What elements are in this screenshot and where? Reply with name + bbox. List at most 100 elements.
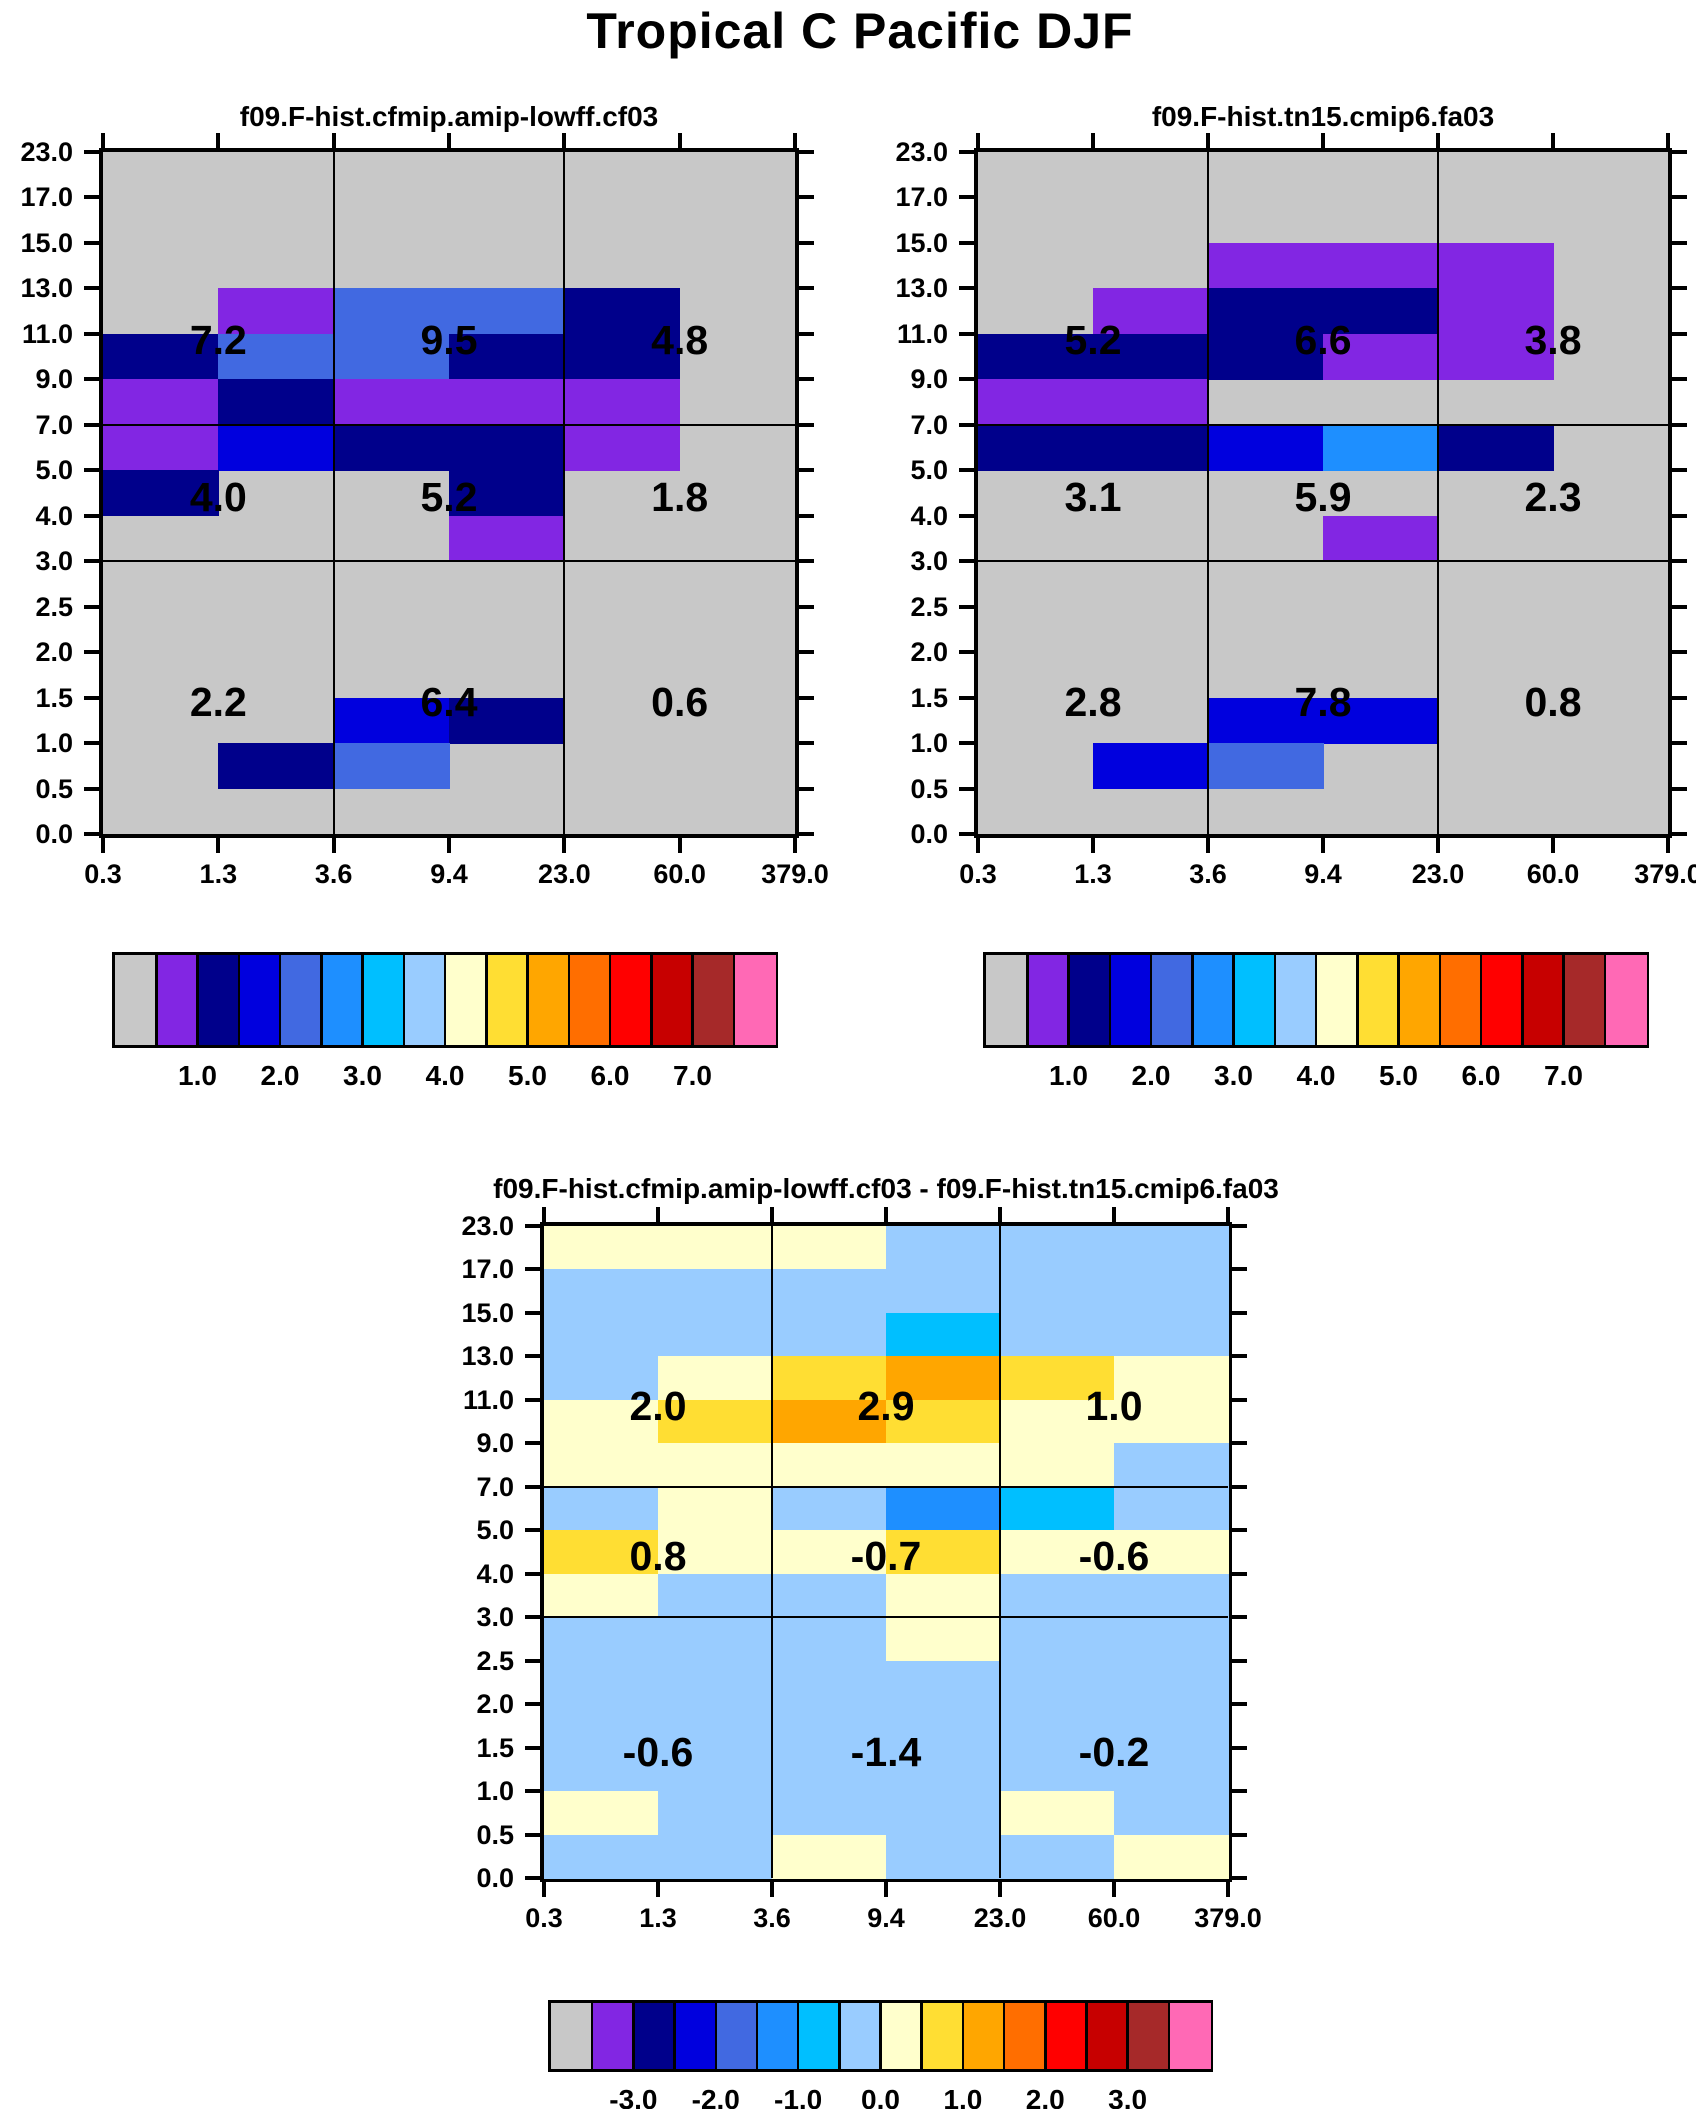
grid-cell [1000,1312,1115,1357]
grid-cell [1000,1573,1115,1618]
x-tick-top [976,133,980,148]
panel-title-left: f09.F-hist.cfmip.amip-lowff.cf03 [239,101,659,132]
grid-cell [564,424,681,471]
y-tick-right [1232,1397,1247,1402]
grid-cell [544,1530,659,1575]
grid-cell [218,379,335,426]
ref-line-horizontal [978,560,1668,563]
y-tick-right [1672,786,1687,791]
grid-cell [103,470,219,517]
x-tick-top [331,133,336,148]
colorbar-tick-label: 6.0 [590,1060,630,1091]
grid-cell [886,1791,1001,1836]
y-tick-left [959,195,974,200]
grid-cell [1000,1269,1115,1314]
grid-cell [1114,1443,1229,1488]
colorbar-tick-label: 1.0 [178,1060,217,1091]
y-tick-left [525,1441,540,1446]
y-tick-right [799,650,814,655]
grid-cell [333,379,450,426]
grid-cell [544,1226,659,1271]
grid-cell [103,379,219,426]
x-tick-bottom [656,1882,660,1897]
grid-cell [1323,697,1439,744]
x-tick-label: 379.0 [761,859,829,889]
colorbar-separator [155,955,158,1045]
y-tick-right [1672,468,1687,473]
colorbar-segment [674,2003,717,2069]
colorbar-segment [1604,955,1647,1045]
ref-line-vertical [1437,152,1439,834]
grid-cell [333,288,450,335]
region-total-label: 7.2 [189,316,247,363]
y-tick-left [84,604,99,609]
y-tick-left [84,650,99,655]
y-tick-label: 11.0 [21,318,73,349]
colorbar-separator [796,2003,800,2069]
x-tick-label: 379.0 [1194,1903,1262,1933]
y-tick-label: 11.0 [896,318,948,349]
colorbar-tick-label: 2.0 [1025,2084,1065,2109]
y-tick-right [1672,513,1687,518]
colorbar-tick-label: 1.0 [1049,1060,1088,1091]
y-tick-right [1232,1528,1247,1533]
colorbar-segment [592,2003,634,2069]
colorbar-separator [650,955,653,1045]
y-tick-left [959,786,974,791]
colorbar-segment [962,2003,1005,2069]
grid-cell [772,1617,887,1662]
grid-cell [1323,242,1439,289]
y-tick-left [959,468,974,473]
grid-cell [772,1226,887,1271]
x-tick-bottom [1206,838,1210,853]
grid-cell [1114,1704,1229,1749]
y-tick-left [525,1876,540,1880]
grid-cell [1438,424,1554,471]
colorbar-segment [633,2003,676,2069]
x-tick-bottom [1666,838,1670,853]
colorbar-separator [196,955,199,1045]
x-tick-top [677,133,682,148]
grid-cell [544,1747,659,1792]
y-tick-left [525,1397,540,1402]
grid-cell [658,1747,773,1792]
ref-line-horizontal [544,1485,1228,1488]
y-tick-label: 2.0 [910,637,948,668]
colorbar-tick-label: 6.0 [1461,1060,1501,1091]
grid-cell [658,1356,773,1401]
grid-cell [1093,288,1209,335]
y-tick-left [84,468,99,473]
grid-cell [886,1486,1001,1531]
y-tick-left [959,377,974,382]
grid-cell [1000,1530,1115,1575]
y-tick-right [799,240,814,245]
colorbar-separator [1479,955,1483,1045]
x-tick-label: 1.3 [1074,859,1112,889]
y-tick-left [84,195,99,200]
colorbar-separator [1044,2003,1047,2069]
x-tick-label: 0.3 [959,859,997,889]
x-tick-bottom [101,838,105,853]
y-tick-left [525,1571,540,1576]
x-tick-bottom [562,838,567,853]
y-tick-right [1232,1745,1247,1750]
grid-cell [1000,1834,1115,1879]
colorbar-segment [692,955,735,1045]
grid-cell [449,333,565,380]
colorbar-segment [403,955,446,1045]
y-tick-right [799,832,814,836]
colorbar-separator [1397,955,1400,1045]
grid-cell [886,1443,1001,1488]
colorbar-tick-label: 3.0 [343,1060,382,1091]
grid-cell [772,1747,887,1792]
colorbar-separator [590,2003,594,2069]
y-tick-left [84,832,99,836]
grid-cell [1438,288,1554,335]
y-tick-left [959,240,974,245]
grid-cell [1000,1747,1115,1792]
region-total-label: 5.2 [420,474,478,520]
grid-cell [1208,424,1324,471]
y-tick-right [799,741,814,746]
colorbar-separator [237,955,240,1045]
y-tick-left [525,1745,540,1750]
